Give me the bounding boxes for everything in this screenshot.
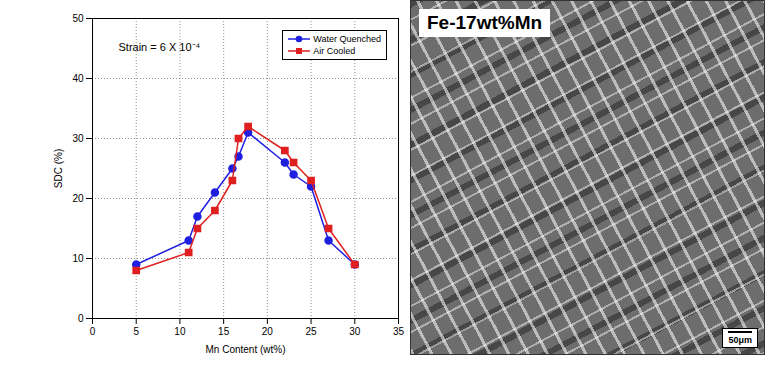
svg-text:15: 15 <box>218 326 230 337</box>
svg-text:30: 30 <box>72 133 84 144</box>
svg-text:10: 10 <box>72 253 84 264</box>
svg-text:30: 30 <box>349 326 361 337</box>
html-text:Water Quenched: Water Quenched <box>313 34 381 44</box>
html-text:Fe-17wt%Mn: Fe-17wt%Mn <box>427 12 543 33</box>
html-text:Air Cooled: Air Cooled <box>313 46 356 56</box>
svg-text:SDC (%): SDC (%) <box>53 149 64 188</box>
svg-text:50: 50 <box>72 13 84 24</box>
svg-text:10: 10 <box>174 326 186 337</box>
svg-text:0: 0 <box>78 313 84 324</box>
svg-text:40: 40 <box>72 73 84 84</box>
svg-text:5: 5 <box>133 326 139 337</box>
svg-text:35: 35 <box>393 326 405 337</box>
svg-text:Strain = 6 X 10⁻⁴: Strain = 6 X 10⁻⁴ <box>119 41 201 53</box>
svg-text:20: 20 <box>262 326 274 337</box>
svg-text:25: 25 <box>306 326 318 337</box>
svg-text:20: 20 <box>72 193 84 204</box>
svg-text:Mn Content (wt%): Mn Content (wt%) <box>205 344 285 355</box>
html-text:50μm: 50μm <box>728 335 752 345</box>
svg-text:0: 0 <box>90 326 96 337</box>
